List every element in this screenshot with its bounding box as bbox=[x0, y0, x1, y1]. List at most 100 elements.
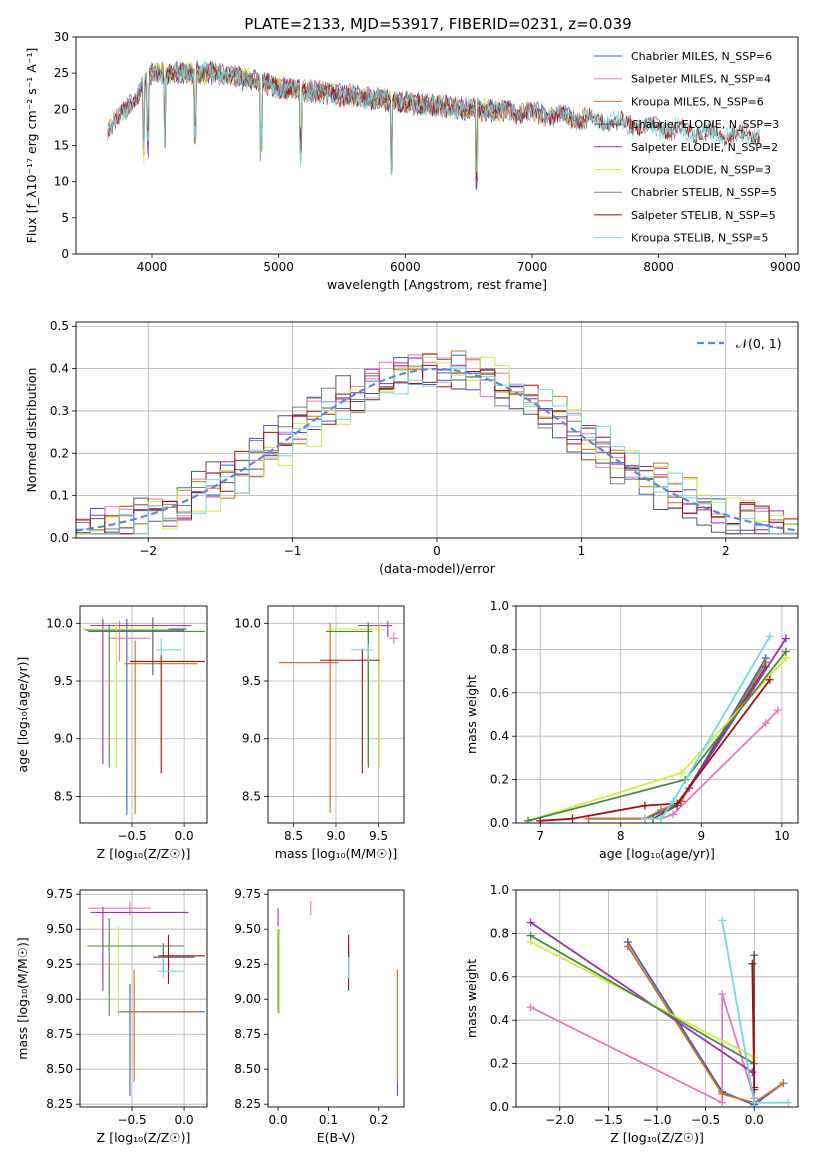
spectrum-legend: Chabrier MILES, N_SSP=6 Salpeter MILES, N… bbox=[594, 50, 779, 245]
spectrum-lines bbox=[107, 60, 761, 191]
y-tick-label: 9.5 bbox=[242, 674, 261, 688]
axes-frame bbox=[267, 605, 405, 824]
age_vs_mass-panel: 8.5 9.0 9.5 8.5 9.0 9.5 10.0 mass [log₁₀(M/M☉)] bbox=[234, 605, 405, 861]
normal-reference-curve bbox=[76, 367, 798, 532]
mass-weight-marker bbox=[669, 797, 678, 806]
mass-weight-marker bbox=[718, 990, 727, 999]
mass-weight-marker bbox=[623, 942, 632, 951]
mass-weight-marker bbox=[568, 814, 577, 823]
y-tick-label: 8.25 bbox=[234, 1097, 261, 1111]
x-tick-label: −1.5 bbox=[594, 1113, 623, 1127]
residuals-panel: −2 −1 0 1 2 0.0 0.1 0.2 0.3 0.4 0.5 (data-model)/er… bbox=[24, 319, 799, 576]
x-tick-label: 9000 bbox=[770, 260, 801, 274]
y-tick-label: 9.0 bbox=[242, 732, 261, 746]
mass-weight-line bbox=[721, 920, 789, 1104]
x-axis-label: age [log₁₀(age/yr)] bbox=[599, 846, 715, 861]
y-tick-label: 9.75 bbox=[46, 887, 73, 901]
legend-entry: Kroupa STELIB, N_SSP=5 bbox=[631, 232, 769, 245]
x-tick-label: −2 bbox=[139, 544, 157, 558]
mass-weight-marker bbox=[750, 951, 759, 960]
x-tick-label: 0.0 bbox=[745, 1113, 764, 1127]
spectrum-panel: 4000 5000 6000 7000 8000 9000 0 5 10 15 20 25 30 wave… bbox=[24, 30, 801, 292]
mass_vs_ebv-points bbox=[277, 901, 399, 1096]
axes-frame bbox=[515, 889, 799, 1108]
mass-weight-marker bbox=[657, 805, 666, 814]
y-tick-label: 0.8 bbox=[490, 926, 509, 940]
x-axis-label: wavelength [Angstrom, rest frame] bbox=[327, 277, 547, 292]
x-tick-label: 0.0 bbox=[175, 829, 194, 843]
mass-weight-marker bbox=[765, 632, 774, 641]
y-tick-label: 0.0 bbox=[50, 531, 69, 545]
axes-frame bbox=[267, 889, 405, 1108]
mass-weight-marker bbox=[750, 1098, 759, 1107]
mass-weight-line bbox=[540, 679, 771, 822]
mass-weight-marker bbox=[718, 916, 727, 925]
mass-weight-marker bbox=[669, 810, 678, 819]
x-tick-label: 8.5 bbox=[284, 829, 303, 843]
mass-weight-marker bbox=[718, 1098, 727, 1107]
spectrum-series-line bbox=[107, 61, 761, 177]
x-tick-label: −1.0 bbox=[642, 1113, 671, 1127]
x-tick-label: 7 bbox=[536, 829, 544, 843]
y-axis-label: age [log₁₀(age/yr)] bbox=[15, 657, 30, 773]
legend-entry: Chabrier STELIB, N_SSP=5 bbox=[631, 186, 777, 199]
legend-entry: Salpeter STELIB, N_SSP=5 bbox=[631, 209, 776, 222]
y-axis-label: Normed distribution bbox=[24, 368, 39, 493]
y-tick-label: 5 bbox=[61, 211, 69, 225]
y-tick-label: 10 bbox=[54, 175, 69, 189]
y-tick-label: 0.6 bbox=[490, 686, 509, 700]
y-axis-label: Flux [f_λ10⁻¹⁷ erg cm⁻² s⁻¹ A⁻¹] bbox=[24, 48, 39, 244]
residual-histogram bbox=[76, 364, 798, 535]
mass-weight-marker bbox=[781, 634, 790, 643]
residual-histogram bbox=[76, 366, 798, 535]
y-tick-label: 9.25 bbox=[234, 957, 261, 971]
mass-weight-marker bbox=[673, 799, 682, 808]
y-tick-label: 8.50 bbox=[234, 1062, 261, 1076]
residual-steps bbox=[76, 350, 798, 535]
y-tick-label: 15 bbox=[54, 139, 69, 153]
mass-weight-marker bbox=[524, 816, 533, 823]
x-tick-label: 4000 bbox=[137, 260, 168, 274]
y-tick-label: 9.50 bbox=[234, 922, 261, 936]
axes-frame bbox=[75, 36, 799, 255]
mass-weight-marker bbox=[784, 1098, 793, 1107]
x-tick-label: 7000 bbox=[517, 260, 548, 274]
y-tick-label: 0.6 bbox=[490, 970, 509, 984]
y-tick-label: 8.5 bbox=[54, 789, 73, 803]
mass-weight-marker bbox=[773, 706, 782, 715]
mass-weight-marker bbox=[640, 801, 649, 810]
x-tick-label: 8000 bbox=[643, 260, 674, 274]
legend-entry: Kroupa MILES, N_SSP=6 bbox=[631, 95, 764, 108]
y-axis-label: mass weight bbox=[464, 959, 479, 1038]
mass-weight-marker bbox=[526, 931, 535, 940]
legend-entry: Salpeter ELODIE, N_SSP=2 bbox=[631, 141, 778, 154]
mass-weight-marker bbox=[779, 1079, 788, 1088]
y-tick-label: 9.25 bbox=[46, 957, 73, 971]
x-tick-label: 9.0 bbox=[326, 829, 345, 843]
mass-weight-marker bbox=[761, 719, 770, 728]
x-tick-label: 0.0 bbox=[175, 1113, 194, 1127]
y-tick-label: 9.00 bbox=[234, 992, 261, 1006]
legend-entry: Chabrier MILES, N_SSP=6 bbox=[631, 50, 772, 63]
mass-weight-marker bbox=[657, 814, 666, 823]
x-tick-label: 0.1 bbox=[319, 1113, 338, 1127]
mass-weight-line bbox=[660, 709, 779, 820]
mass-weight-line bbox=[530, 934, 755, 1065]
y-tick-label: 0.0 bbox=[490, 1100, 509, 1114]
age_vs_Z-points bbox=[83, 617, 205, 815]
x-axis-label: mass [log₁₀(M/M☉)] bbox=[275, 846, 397, 861]
y-tick-label: 25 bbox=[54, 66, 69, 80]
x-tick-label: −0.5 bbox=[691, 1113, 720, 1127]
massweight_vs_age-series bbox=[524, 632, 790, 823]
x-axis-label: Z [log₁₀(Z/Z☉)] bbox=[97, 1130, 191, 1145]
panels: 4000 5000 6000 7000 8000 9000051015202530wave… bbox=[15, 30, 801, 1145]
age_vs_mass-points bbox=[279, 621, 399, 813]
mass_vs_Z-points bbox=[85, 901, 205, 1096]
x-axis-label: Z [log₁₀(Z/Z☉)] bbox=[97, 846, 191, 861]
spectrum-series-line bbox=[107, 61, 761, 175]
y-tick-label: 0.4 bbox=[50, 362, 69, 376]
y-tick-label: 0.2 bbox=[50, 446, 69, 460]
y-tick-label: 8.5 bbox=[242, 789, 261, 803]
mass-weight-marker bbox=[536, 816, 545, 823]
axes-frame bbox=[515, 605, 799, 824]
